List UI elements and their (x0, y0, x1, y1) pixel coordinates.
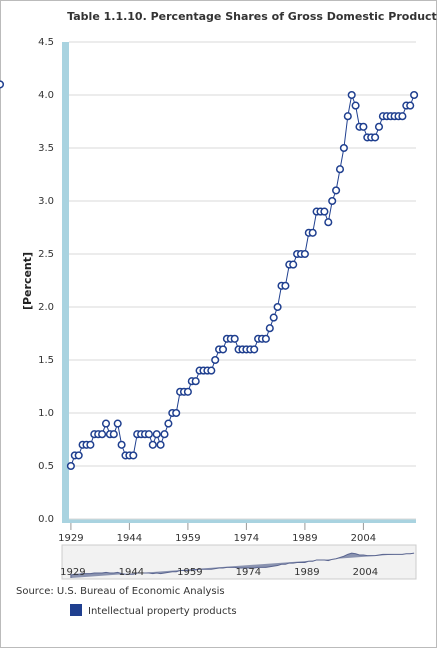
navigator-label: 1989 (294, 567, 319, 578)
navigator-label: 1929 (60, 567, 85, 578)
navigator-label: 2004 (353, 567, 378, 578)
x-tick-label: 2004 (351, 533, 376, 544)
axis-band (62, 519, 416, 523)
point (289, 260, 298, 269)
y-axis-label: [Percent] (21, 252, 34, 310)
point (172, 408, 181, 418)
y-tick-label: 1.0 (38, 408, 54, 419)
point (269, 313, 278, 322)
point (156, 440, 165, 449)
point (101, 419, 111, 428)
point (332, 186, 341, 195)
point (191, 377, 200, 386)
point (273, 302, 282, 312)
point (398, 112, 407, 121)
point (410, 90, 419, 100)
x-tick-label: 1944 (117, 533, 142, 544)
point (144, 430, 153, 439)
point (343, 112, 352, 121)
point (109, 430, 118, 439)
point (164, 419, 173, 428)
chart-title: Table 1.1.10. Percentage Shares of Gross… (67, 10, 437, 23)
axis-band (62, 42, 69, 519)
point (359, 122, 368, 131)
point (160, 430, 169, 439)
point (371, 133, 380, 142)
legend-label: Intellectual property products (88, 606, 237, 617)
point (218, 345, 228, 354)
point (281, 281, 290, 290)
point (129, 451, 138, 460)
point (324, 218, 333, 227)
x-tick-label: 1989 (292, 533, 317, 544)
legend-swatch (70, 604, 82, 616)
x-tick-label: 1959 (175, 533, 200, 544)
point (86, 440, 95, 449)
x-tick-label: 1974 (234, 533, 259, 544)
point (148, 440, 157, 449)
x-tick-label: 1929 (58, 533, 83, 544)
point (74, 451, 83, 460)
navigator-area (70, 552, 415, 578)
point (207, 366, 216, 375)
y-tick-label: 0.5 (38, 461, 54, 472)
y-tick-label: 4.0 (38, 90, 54, 101)
point (66, 461, 75, 471)
point (117, 440, 126, 449)
y-tick-label: 3.0 (38, 196, 54, 207)
point (335, 165, 345, 174)
navigator-label: 1974 (236, 567, 261, 578)
point (328, 196, 337, 206)
navigator-label: 1959 (177, 567, 202, 578)
point (211, 355, 220, 365)
point (261, 334, 270, 343)
point (230, 334, 239, 343)
point (152, 430, 161, 439)
point (250, 345, 259, 354)
point (183, 387, 192, 396)
navigator-label: 1944 (119, 567, 144, 578)
point (113, 419, 122, 428)
point (339, 143, 348, 153)
y-tick-label: 2.0 (38, 302, 54, 313)
point (0, 80, 5, 89)
y-tick-label: 4.5 (38, 37, 54, 48)
source: Source: U.S. Bureau of Economic Analysis (16, 586, 225, 597)
y-tick-label: 3.5 (38, 143, 54, 154)
y-tick-label: 2.5 (38, 249, 54, 260)
point (300, 249, 309, 259)
point (374, 122, 384, 131)
point (406, 101, 415, 110)
point (98, 430, 107, 439)
y-tick-label: 1.5 (38, 355, 54, 366)
point (351, 101, 360, 110)
y-tick-label: 0.0 (38, 514, 54, 525)
point (347, 90, 356, 100)
point (320, 207, 329, 216)
point (308, 228, 317, 237)
point (265, 324, 274, 333)
